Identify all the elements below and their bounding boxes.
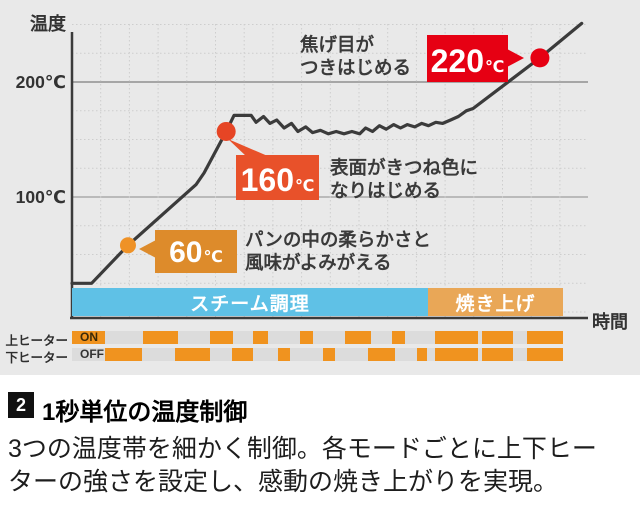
heater-on-segment — [72, 331, 105, 344]
callout-60-pointer-icon — [139, 240, 156, 258]
heater-on-segment — [253, 331, 268, 344]
annotation-60-line1: パンの中の柔らかさと — [245, 229, 431, 250]
heater-on-segment — [417, 348, 427, 361]
annotation-60: パンの中の柔らかさと 風味がよみがえる — [245, 228, 431, 274]
phase-segment: スチーム調理 — [72, 288, 428, 316]
callout-pointer-layer — [139, 49, 524, 258]
heater-on-segment — [527, 331, 563, 344]
callout-160-unit: ℃ — [295, 178, 315, 195]
annotation-220-line1: 焦げ目が — [300, 34, 375, 55]
heater-on-segment — [322, 348, 336, 361]
callout-220-value: 220 — [430, 43, 484, 79]
y-tick-100: 100℃ — [15, 187, 66, 207]
heater-on-segment — [175, 348, 210, 361]
x-axis-title: 時間 — [592, 312, 628, 332]
annotation-160-line2: なりはじめる — [330, 180, 442, 201]
section-number-badge: 2 — [8, 392, 34, 418]
heater-on-segment — [434, 348, 479, 361]
annotation-220: 焦げ目が つきはじめる — [300, 33, 411, 79]
upper-heater-state: ON — [80, 330, 98, 344]
marker-dot-60℃ — [119, 237, 136, 254]
heater-on-segment — [368, 348, 396, 361]
heater-on-segment — [278, 348, 290, 361]
phase-segment: 焼き上げ — [427, 288, 563, 316]
heater-on-segment — [104, 348, 143, 361]
lower-heater-label: 下ヒーター — [5, 351, 68, 365]
annotation-160-line1: 表面がきつね色に — [330, 157, 479, 178]
lower-heater-state: OFF — [80, 347, 104, 361]
heater-on-segment — [434, 331, 479, 344]
callout-60-value: 60 — [169, 236, 203, 269]
caption-body-line1: 3つの温度帯を細かく制御。各モードごとに上下ヒー — [8, 435, 597, 463]
heater-on-segment — [143, 331, 179, 344]
callout-160-value: 160 — [240, 162, 294, 198]
phase-segment-label: スチーム調理 — [190, 293, 310, 315]
phase-segment-label: 焼き上げ — [455, 293, 536, 315]
caption-title: 1秒単位の温度制御 — [42, 399, 248, 426]
callout-60: 60 ℃ — [155, 230, 237, 273]
y-axis-title: 温度 — [30, 14, 66, 34]
heater-on-segment — [299, 331, 314, 344]
y-tick-200: 200℃ — [15, 72, 66, 92]
callout-160: 160 ℃ — [236, 155, 319, 200]
upper-heater-track: ON — [72, 331, 563, 344]
annotation-160: 表面がきつね色に なりはじめる — [330, 156, 478, 202]
annotation-220-line2: つきはじめる — [300, 57, 412, 78]
marker-dot-220℃ — [530, 48, 550, 68]
callout-220-pointer-icon — [507, 49, 524, 67]
marker-dot-160℃ — [216, 121, 236, 141]
upper-heater-label: 上ヒーター — [5, 334, 68, 348]
callout-160-pointer-icon — [228, 139, 270, 157]
curve-layer — [70, 21, 584, 285]
heater-on-segment — [209, 331, 234, 344]
heater-on-segment — [481, 331, 513, 344]
caption-block: 2 1秒単位の温度制御 3つの温度帯を細かく制御。各モードごとに上下ヒー ターの… — [0, 375, 640, 516]
heater-on-segment — [344, 331, 371, 344]
lower-heater-track: OFF — [72, 348, 563, 361]
heater-on-segment — [392, 331, 405, 344]
callout-60-unit: ℃ — [203, 249, 223, 266]
caption-body-line2: ターの強さを設定し、感動の焼き上がりを実現。 — [8, 468, 559, 496]
phase-bar: スチーム調理 焼き上げ — [72, 288, 563, 316]
callout-220-unit: ℃ — [485, 59, 505, 76]
temperature-chart: 温度 時間 200℃ 100℃ 220 ℃ 160 ℃ 60 ℃ 焦げ目が つきはじめ… — [0, 0, 640, 375]
heater-on-segment — [481, 348, 513, 361]
heater-on-segment — [527, 348, 563, 361]
callout-220: 220 ℃ — [427, 35, 508, 82]
temperature-curve — [70, 21, 584, 285]
caption-body: 3つの温度帯を細かく制御。各モードごとに上下ヒー ターの強さを設定し、感動の焼き… — [8, 433, 597, 499]
annotation-60-line2: 風味がよみがえる — [245, 252, 392, 273]
heater-on-segment — [232, 348, 254, 361]
